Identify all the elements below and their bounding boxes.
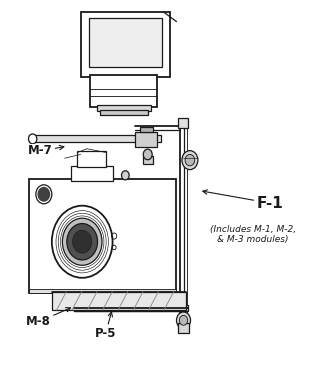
Text: (Includes M-1, M-2,
& M-3 modules): (Includes M-1, M-2, & M-3 modules) xyxy=(210,225,296,244)
Bar xyxy=(178,323,189,333)
Circle shape xyxy=(177,312,191,329)
Text: F-1: F-1 xyxy=(203,190,283,211)
Circle shape xyxy=(38,187,50,201)
Circle shape xyxy=(29,134,37,144)
Circle shape xyxy=(182,150,198,170)
Circle shape xyxy=(185,154,195,166)
Circle shape xyxy=(179,315,188,325)
Text: M-8: M-8 xyxy=(26,307,71,328)
Bar xyxy=(74,305,188,311)
Bar xyxy=(30,179,177,293)
Circle shape xyxy=(52,206,113,278)
Bar xyxy=(90,75,157,107)
Bar xyxy=(143,155,152,164)
Text: M-7: M-7 xyxy=(28,144,64,157)
Circle shape xyxy=(62,218,102,265)
Text: P-5: P-5 xyxy=(95,312,117,339)
Circle shape xyxy=(143,149,152,160)
Bar xyxy=(71,166,113,181)
Bar xyxy=(89,18,162,67)
Bar xyxy=(135,132,157,147)
Bar xyxy=(97,105,151,111)
Circle shape xyxy=(67,224,98,260)
Bar xyxy=(30,289,177,293)
Bar xyxy=(81,12,170,77)
Circle shape xyxy=(122,171,129,180)
Bar xyxy=(77,151,106,166)
Bar xyxy=(178,118,188,128)
Bar xyxy=(52,292,186,310)
Bar xyxy=(140,127,152,132)
Circle shape xyxy=(73,231,92,253)
Bar xyxy=(30,136,161,142)
Bar xyxy=(100,110,148,115)
